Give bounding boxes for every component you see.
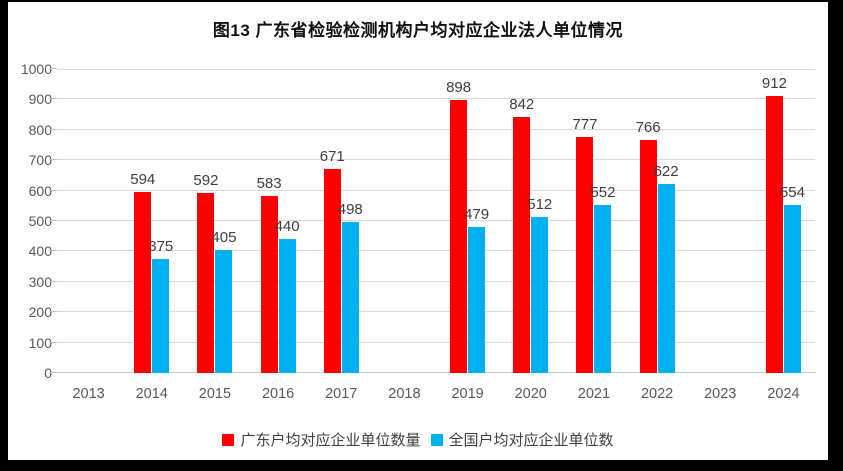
legend-label-guangdong: 广东户均对应企业单位数量 <box>240 432 421 449</box>
data-label-guangdong-2022: 766 <box>635 119 661 137</box>
x-tick-label-2017: 2017 <box>325 386 358 402</box>
bar-guangdong-2017 <box>323 169 341 373</box>
x-tick-label-2014: 2014 <box>135 386 168 402</box>
data-label-national-2019: 479 <box>464 206 490 224</box>
x-tick-label-2023: 2023 <box>704 386 737 402</box>
bar-national-2016 <box>278 239 296 373</box>
data-label-national-2022: 622 <box>653 162 679 180</box>
x-tick-label-2016: 2016 <box>261 386 295 402</box>
y-tick-label-800: 800 <box>28 121 52 138</box>
bar-national-2021 <box>594 205 612 373</box>
x-tick-label-2019: 2019 <box>451 386 484 402</box>
y-tick-mark-100 <box>49 341 57 343</box>
gridline-200 <box>57 311 815 313</box>
y-tick-mark-300 <box>49 280 57 282</box>
legend-swatch-guangdong <box>222 433 235 446</box>
bar-guangdong-2016 <box>260 195 278 373</box>
data-label-guangdong-2019: 898 <box>446 79 472 97</box>
bar-guangdong-2019 <box>450 100 468 373</box>
data-label-guangdong-2017: 671 <box>319 148 345 166</box>
gridline-0 <box>57 372 815 373</box>
legend-swatch-national <box>430 433 443 446</box>
x-tick-label-2022: 2022 <box>640 386 674 402</box>
data-label-national-2014: 375 <box>148 238 174 255</box>
bar-guangdong-2024 <box>765 95 783 373</box>
y-tick-label-1000: 1000 <box>20 61 52 77</box>
x-axis-labels: 2013 2014 2015 2016 2017 2018 2019 2020 2021 2022… <box>57 386 815 406</box>
gridline-1000 <box>57 69 815 70</box>
data-label-national-2015: 405 <box>211 228 237 246</box>
data-label-national-2024: 554 <box>779 183 805 201</box>
x-tick-label-2015: 2015 <box>198 386 232 402</box>
bar-national-2022 <box>657 183 675 373</box>
chart-canvas: 图13 广东省检验检测机构户均对应企业法人单位情况 0 100 200 300 400 5… <box>8 2 828 460</box>
gridline-500 <box>57 220 815 221</box>
bar-national-2024 <box>783 204 801 373</box>
y-tick-label-600: 600 <box>28 182 52 199</box>
y-tick-mark-400 <box>49 250 57 252</box>
bar-guangdong-2020 <box>513 117 531 373</box>
data-label-guangdong-2016: 583 <box>256 174 282 192</box>
y-tick-mark-800 <box>49 128 57 130</box>
bar-guangdong-2022 <box>639 140 657 373</box>
data-label-national-2020: 512 <box>527 196 553 214</box>
y-tick-mark-200 <box>49 311 57 313</box>
gridline-600 <box>57 189 815 191</box>
plot-area: 594 375 592 405 583 440 671 498 898 479 842 512 777 5… <box>49 68 815 373</box>
y-tick-label-700: 700 <box>28 152 52 169</box>
data-label-guangdong-2014: 594 <box>130 171 156 189</box>
data-label-national-2021: 552 <box>590 184 616 202</box>
x-tick-label-2018: 2018 <box>388 386 421 402</box>
gridline-800 <box>57 128 815 130</box>
data-label-national-2016: 440 <box>274 218 300 236</box>
y-tick-label-200: 200 <box>28 304 52 321</box>
y-tick-label-300: 300 <box>28 273 52 290</box>
data-label-guangdong-2020: 842 <box>509 96 535 114</box>
data-label-national-2017: 498 <box>337 200 363 218</box>
x-tick-label-2020: 2020 <box>514 386 547 402</box>
legend-label-national: 全国户均对应企业单位数 <box>448 432 614 449</box>
bar-guangdong-2021 <box>576 136 594 373</box>
y-tick-label-0: 0 <box>44 365 52 381</box>
data-label-guangdong-2024: 912 <box>761 74 787 92</box>
bar-national-2017 <box>341 221 359 373</box>
y-tick-mark-1000 <box>49 68 57 69</box>
x-tick-label-2024: 2024 <box>767 386 800 402</box>
x-tick-label-2021: 2021 <box>577 386 611 402</box>
y-tick-mark-0 <box>49 372 57 373</box>
data-label-guangdong-2021: 777 <box>572 115 598 133</box>
chart-title: 图13 广东省检验检测机构户均对应企业法人单位情况 <box>212 21 624 40</box>
bar-national-2019 <box>468 227 486 373</box>
legend-item-guangdong: 广东户均对应企业单位数量 <box>222 429 421 450</box>
bar-national-2014 <box>152 259 170 373</box>
gridline-700 <box>57 159 815 161</box>
gridline-900 <box>57 98 815 100</box>
y-tick-mark-900 <box>49 98 57 100</box>
bar-guangdong-2014 <box>134 192 152 373</box>
bar-guangdong-2015 <box>197 193 215 373</box>
x-tick-label-2013: 2013 <box>72 386 105 402</box>
data-label-guangdong-2015: 592 <box>193 172 219 190</box>
bar-national-2020 <box>531 217 549 373</box>
gridline-300 <box>57 280 815 282</box>
y-tick-label-500: 500 <box>28 213 52 229</box>
y-tick-label-900: 900 <box>28 91 52 108</box>
legend-item-national: 全国户均对应企业单位数 <box>430 429 614 450</box>
y-tick-label-400: 400 <box>28 243 52 260</box>
y-tick-mark-700 <box>49 159 57 161</box>
legend: 广东户均对应企业单位数量 全国户均对应企业单位数 <box>8 429 828 450</box>
gridline-100 <box>57 341 815 343</box>
y-tick-label-100: 100 <box>28 334 52 351</box>
y-axis-labels: 0 100 200 300 400 500 600 700 800 900 1000 <box>8 61 52 381</box>
y-tick-mark-500 <box>49 220 57 221</box>
y-tick-mark-600 <box>49 189 57 191</box>
bar-national-2015 <box>215 249 233 373</box>
gridline-400 <box>57 250 815 252</box>
